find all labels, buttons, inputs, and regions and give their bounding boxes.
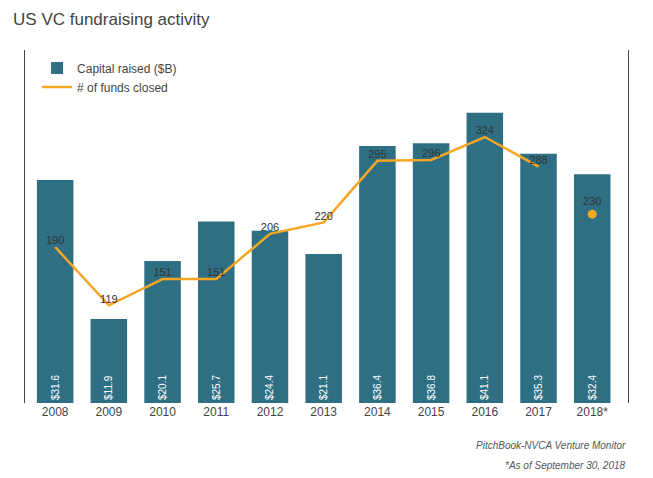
svg-text:2009: 2009 [96, 405, 123, 419]
svg-text:$11.9: $11.9 [103, 375, 114, 400]
svg-text:$41.1: $41.1 [479, 375, 490, 400]
svg-text:2014: 2014 [364, 405, 391, 419]
svg-text:230: 230 [583, 195, 601, 207]
svg-text:$31.6: $31.6 [50, 375, 61, 400]
svg-text:$36.8: $36.8 [426, 375, 437, 400]
svg-text:PitchBook-NVCA Venture Monitor: PitchBook-NVCA Venture Monitor [476, 440, 626, 451]
svg-text:206: 206 [261, 221, 279, 233]
svg-text:Capital raised ($B): Capital raised ($B) [77, 62, 176, 76]
svg-text:2013: 2013 [310, 405, 337, 419]
svg-text:US VC fundraising activity: US VC fundraising activity [13, 10, 210, 29]
svg-text:151: 151 [207, 266, 225, 278]
svg-text:119: 119 [100, 293, 118, 305]
svg-text:$21.1: $21.1 [318, 375, 329, 400]
svg-text:2008: 2008 [42, 405, 69, 419]
svg-text:2015: 2015 [418, 405, 445, 419]
svg-text:$36.4: $36.4 [372, 375, 383, 400]
svg-text:2011: 2011 [203, 405, 229, 419]
svg-text:2018*: 2018* [577, 405, 609, 419]
svg-text:$32.4: $32.4 [587, 375, 598, 400]
svg-text:$24.4: $24.4 [264, 375, 275, 400]
svg-text:*As of September 30, 2018: *As of September 30, 2018 [505, 460, 626, 471]
svg-text:$35.3: $35.3 [533, 375, 544, 400]
svg-text:288: 288 [529, 154, 547, 166]
svg-text:220: 220 [315, 210, 333, 222]
svg-text:151: 151 [153, 266, 171, 278]
svg-text:296: 296 [422, 147, 440, 159]
svg-text:324: 324 [476, 124, 494, 136]
svg-text:295: 295 [368, 148, 386, 160]
svg-text:# of funds closed: # of funds closed [77, 81, 168, 95]
svg-text:2017: 2017 [525, 405, 552, 419]
svg-text:2016: 2016 [471, 405, 498, 419]
svg-text:$20.1: $20.1 [157, 375, 168, 400]
svg-text:190: 190 [46, 234, 64, 246]
svg-text:$25.7: $25.7 [211, 375, 222, 400]
svg-text:2010: 2010 [149, 405, 176, 419]
svg-text:2012: 2012 [257, 405, 284, 419]
